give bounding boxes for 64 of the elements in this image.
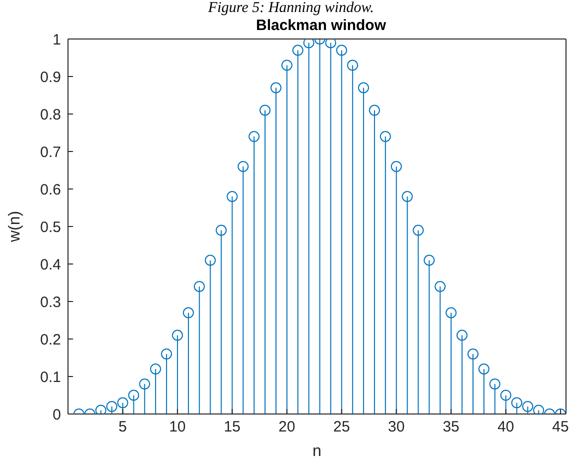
point	[467, 348, 478, 360]
x-tick-label: 40	[497, 418, 514, 436]
point	[194, 281, 205, 292]
point	[182, 307, 194, 318]
point	[412, 224, 424, 236]
point	[281, 60, 292, 71]
caption: Figure 5: Hanning window.	[208, 0, 374, 16]
point	[368, 104, 380, 116]
point	[270, 82, 282, 94]
x-axis-title: n	[312, 443, 322, 460]
x-tick-label: 15	[224, 418, 241, 436]
point	[380, 131, 391, 142]
point	[172, 330, 183, 341]
x-tick-label: 35	[442, 418, 460, 436]
point	[128, 390, 140, 401]
y-tick-label: 0.4	[40, 256, 61, 274]
point	[446, 307, 457, 318]
x-tick-label: 30	[388, 418, 405, 436]
point	[434, 281, 446, 292]
point	[238, 161, 249, 172]
y-tick-label: 0	[52, 406, 61, 424]
point	[489, 378, 500, 390]
point	[511, 397, 522, 408]
point	[303, 39, 314, 48]
x-tick-label: 20	[278, 418, 296, 436]
point	[424, 254, 435, 266]
point	[336, 44, 348, 56]
y-tick-label: 0.8	[40, 106, 61, 124]
x-tick-label: 25	[333, 418, 350, 436]
point	[500, 390, 512, 401]
y-axis-title: w(n)	[6, 210, 24, 244]
y-tick-label: 0.3	[40, 294, 61, 311]
point	[390, 161, 402, 172]
y-tick-label: 0.6	[40, 181, 61, 198]
point	[358, 82, 370, 94]
point	[161, 348, 172, 360]
point	[248, 131, 260, 142]
point	[402, 191, 413, 202]
point	[456, 330, 468, 341]
y-tick-label: 0.7	[40, 144, 61, 161]
point	[533, 404, 544, 414]
x-tick-label: 10	[169, 418, 186, 436]
x-tick-label: 45	[552, 418, 569, 436]
point	[139, 378, 150, 390]
y-tick-label: 0.9	[40, 68, 61, 86]
point	[117, 397, 128, 408]
y-tick-label: 0.1	[40, 368, 61, 386]
y-tick-label: 0.2	[40, 331, 61, 348]
point	[347, 60, 358, 71]
point	[522, 401, 534, 412]
point	[292, 44, 304, 56]
point	[260, 104, 271, 116]
point	[106, 401, 118, 412]
chart-title: Blackman window	[256, 17, 386, 34]
point	[216, 224, 227, 236]
point	[204, 254, 216, 266]
point	[226, 191, 238, 202]
point	[150, 364, 162, 374]
y-tick-label: 1	[52, 31, 61, 48]
y-tick-label: 0.5	[40, 218, 61, 236]
point	[478, 364, 490, 374]
point	[325, 39, 336, 48]
point	[95, 404, 106, 414]
x-tick-label: 5	[118, 418, 127, 436]
